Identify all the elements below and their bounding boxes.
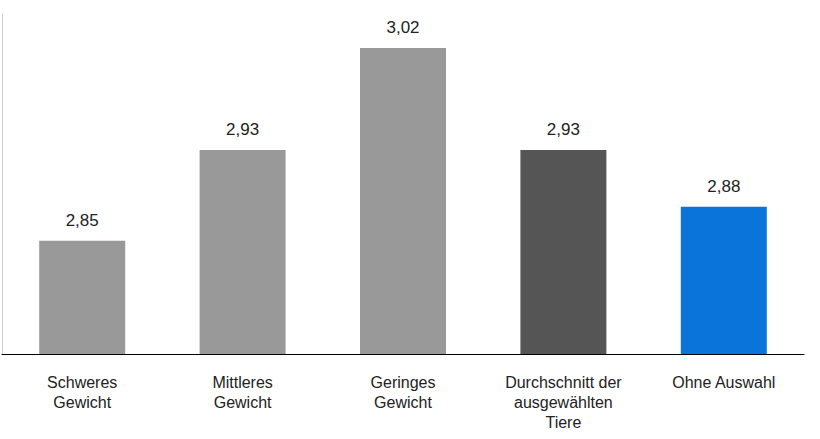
svg-text:ausgewählten: ausgewählten bbox=[514, 394, 613, 411]
svg-text:2,88: 2,88 bbox=[707, 177, 740, 196]
svg-text:Gewicht: Gewicht bbox=[374, 394, 432, 411]
svg-text:3,02: 3,02 bbox=[386, 18, 419, 37]
svg-text:Durchschnitt der: Durchschnitt der bbox=[505, 374, 622, 391]
svg-text:Geringes: Geringes bbox=[371, 374, 436, 391]
svg-text:Mittleres: Mittleres bbox=[212, 374, 272, 391]
svg-text:Ohne Auswahl: Ohne Auswahl bbox=[672, 374, 775, 391]
svg-text:2,93: 2,93 bbox=[547, 120, 580, 139]
svg-text:Tiere: Tiere bbox=[545, 414, 581, 431]
svg-text:2,93: 2,93 bbox=[226, 120, 259, 139]
svg-text:Gewicht: Gewicht bbox=[53, 394, 111, 411]
svg-text:2,85: 2,85 bbox=[66, 211, 99, 230]
svg-text:Gewicht: Gewicht bbox=[214, 394, 272, 411]
svg-text:Schweres: Schweres bbox=[47, 374, 117, 391]
